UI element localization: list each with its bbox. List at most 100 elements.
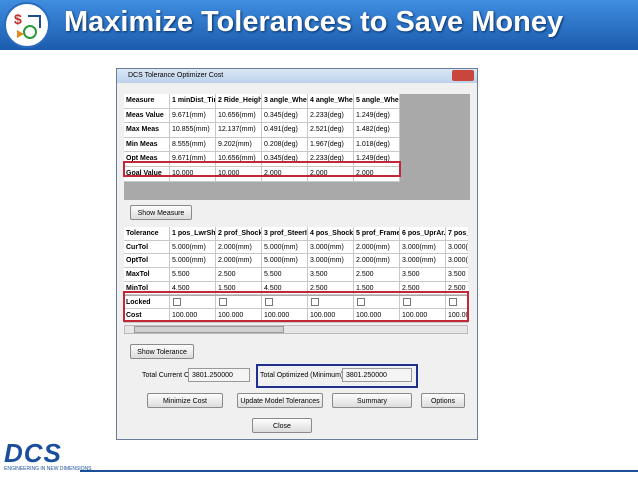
cell: 1.018(deg): [354, 137, 400, 153]
optimized-cost-label: Total Optimized (Minimum) Cost:: [260, 372, 362, 379]
cell: 9.202(mm): [216, 137, 262, 153]
header-cell: 4 pos_Shock...: [308, 227, 354, 241]
cell: 10.000: [170, 167, 216, 182]
checkbox[interactable]: [403, 297, 411, 306]
header-cell: 3 prof_SteerIt...: [262, 227, 308, 241]
header-cell: 2 prof_Shock...: [216, 227, 262, 241]
minimize-button[interactable]: Minimize Cost: [147, 393, 223, 408]
scroll-thumb[interactable]: [134, 326, 284, 333]
goal-highlight: [123, 161, 401, 177]
cell: 2.521(deg): [308, 123, 354, 138]
cell: [400, 295, 446, 310]
cell: 5.000(mm): [170, 254, 216, 269]
logo-text: DCS: [4, 438, 62, 468]
checkbox[interactable]: [173, 297, 181, 306]
cell: 12.137(mm): [216, 123, 262, 138]
cell: 0.345(deg): [262, 108, 308, 124]
options-button[interactable]: Options: [421, 393, 465, 408]
header-bar: [0, 0, 638, 50]
cell: 2.000(mm): [354, 240, 400, 255]
cell: 100.000: [354, 309, 400, 323]
cell: 3.000(m: [446, 240, 468, 255]
cell: [216, 295, 262, 310]
cell: 3.000(mm): [400, 254, 446, 269]
header-cell: 5 angle_Whee...: [354, 94, 400, 109]
checkbox[interactable]: [357, 297, 365, 306]
cell: 1.249(deg): [354, 108, 400, 124]
update-button[interactable]: Update Model Tolerances: [237, 393, 323, 408]
cell: 2.000(mm): [216, 240, 262, 255]
header-cell: Min Meas: [124, 137, 170, 153]
show-tolerance-button[interactable]: Show Tolerance: [130, 344, 194, 359]
header-cell: Measure: [124, 94, 170, 109]
cell: 3.500: [400, 268, 446, 282]
close-button[interactable]: Close: [252, 418, 312, 433]
cell: 1.249(deg): [354, 152, 400, 167]
close-window[interactable]: [452, 70, 474, 81]
checkbox[interactable]: [219, 297, 227, 306]
header-cell: Tolerance: [124, 227, 170, 241]
cell: 2.500: [354, 268, 400, 282]
cell: 0.345(deg): [262, 152, 308, 167]
current-cost-value: 3801.250000: [188, 368, 250, 382]
current-cost-label: Total Current Cost:: [142, 372, 201, 379]
header-cell: Cost: [124, 309, 170, 323]
optimized-highlight: [256, 364, 418, 388]
logo-tagline: ENGINEERING IN NEW DIMENSIONS: [4, 466, 92, 472]
header-cell: OptTol: [124, 254, 170, 269]
show-measure-button[interactable]: Show Measure: [130, 205, 192, 220]
header-cell: Goal Value: [124, 167, 170, 182]
cell: 10.000: [216, 167, 262, 182]
cell: 5.000(mm): [262, 240, 308, 255]
cell: 100.000: [400, 309, 446, 323]
slide-title: Maximize Tolerances to Save Money: [64, 6, 564, 38]
header-cell: 4 angle_Whee...: [308, 94, 354, 109]
header-cell: 5 prof_Frame...: [354, 227, 400, 241]
footer-line: [80, 470, 638, 472]
cell: 2.500: [216, 268, 262, 282]
checkbox[interactable]: [449, 297, 457, 306]
cell: 9.671(mm): [170, 108, 216, 124]
cell: 5.500: [170, 268, 216, 282]
cell: 8.555(mm): [170, 137, 216, 153]
summary-button[interactable]: Summary: [332, 393, 412, 408]
checkbox[interactable]: [265, 297, 273, 306]
window-titlebar: [117, 69, 477, 83]
cell: 100.000: [308, 309, 354, 323]
locked-cost-highlight: [123, 291, 469, 322]
cell: [446, 295, 468, 310]
cell: 3.000(mm): [308, 240, 354, 255]
cell: 100.000: [262, 309, 308, 323]
cell: 2.000: [262, 167, 308, 182]
header-cell: Opt Meas: [124, 152, 170, 167]
cell: 3.000(m: [446, 254, 468, 269]
cell: 5.000(mm): [170, 240, 216, 255]
cell: 2.000(mm): [354, 254, 400, 269]
cell: [170, 295, 216, 310]
cell: 2.233(deg): [308, 108, 354, 124]
header-cell: Max Meas: [124, 123, 170, 138]
scrollbar[interactable]: [124, 325, 468, 334]
cell: 1.967(deg): [308, 137, 354, 153]
checkbox[interactable]: [311, 297, 319, 306]
header-cell: Locked: [124, 295, 170, 310]
cell: [262, 295, 308, 310]
cell: 3.500: [446, 268, 468, 282]
cell: 2.000: [308, 167, 354, 182]
cell: 2.233(deg): [308, 152, 354, 167]
header-cell: MaxTol: [124, 268, 170, 282]
logo-icon: $: [4, 2, 50, 48]
cell: 10.656(mm): [216, 152, 262, 167]
header-cell: 2 Ride_Height: [216, 94, 262, 109]
cell: 0.208(deg): [262, 137, 308, 153]
cell: 3.000(mm): [400, 240, 446, 255]
cell: [308, 295, 354, 310]
header-cell: 7 pos_U: [446, 227, 468, 241]
cell: 2.000(mm): [216, 254, 262, 269]
header-cell: 1 minDist_Tir...: [170, 94, 216, 109]
header-cell: 3 angle_Whee...: [262, 94, 308, 109]
cell: 10.656(mm): [216, 108, 262, 124]
cell: 5.500: [262, 268, 308, 282]
